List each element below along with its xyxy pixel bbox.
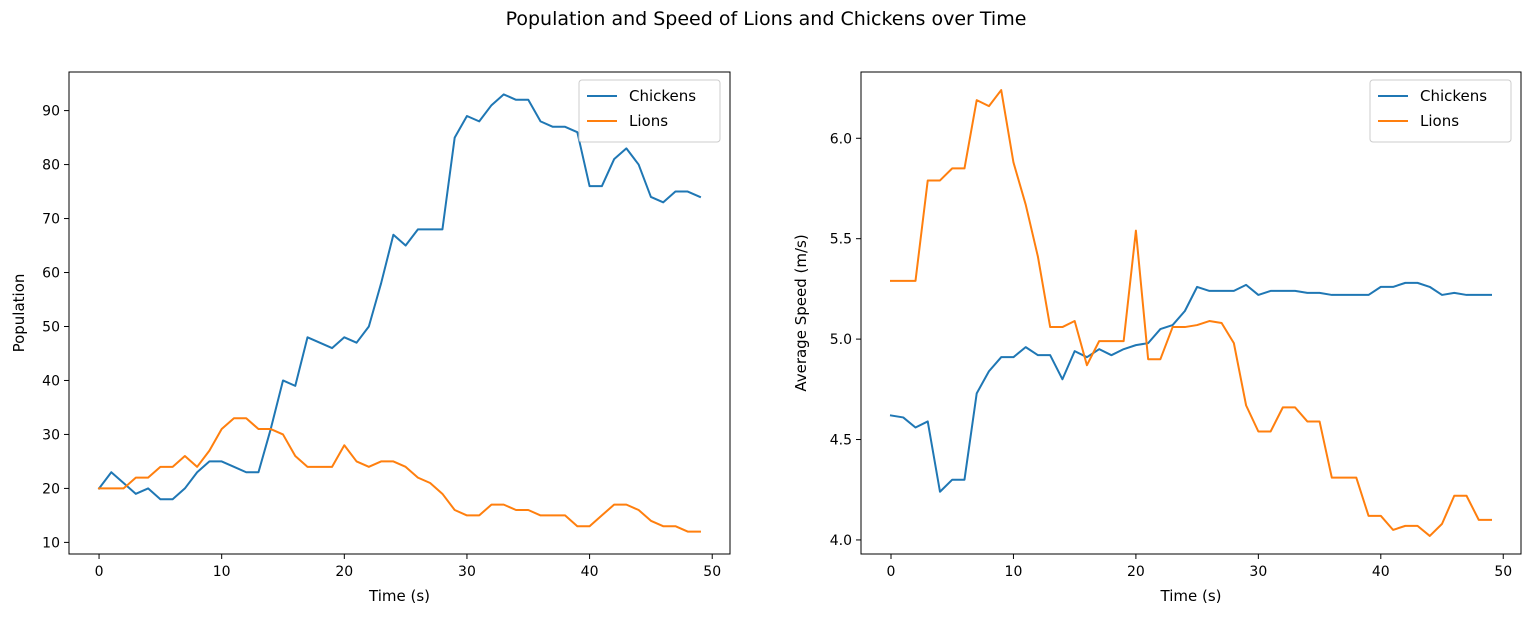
speed-legend-lions-label: Lions	[1420, 112, 1459, 130]
figure-title: Population and Speed of Lions and Chicke…	[506, 8, 1027, 30]
population-chart: 0 10 20 30 40 50 10 20 30 40 50 60 70 80 90 Time (s) Pop…	[10, 71, 731, 605]
population-y-tick-label: 90	[42, 104, 60, 120]
speed-axes-frame	[860, 71, 1522, 555]
population-y-axis-label: Population	[10, 274, 28, 353]
population-x-tick-label: 10	[213, 564, 231, 580]
population-series-chickens-line	[97, 93, 702, 501]
speed-y-axis-label: Average Speed (m/s)	[792, 234, 810, 391]
speed-x-tick-label: 50	[1494, 564, 1512, 580]
speed-series-lions-line	[890, 89, 1492, 537]
population-legend-lions-label: Lions	[629, 112, 668, 130]
speed-legend-chickens-label: Chickens	[1420, 87, 1487, 105]
speed-x-tick-label: 0	[887, 564, 896, 580]
population-y-tick-label: 60	[42, 266, 60, 282]
population-y-tick-label: 80	[42, 158, 60, 174]
population-legend: Chickens Lions	[578, 79, 721, 143]
population-y-tick-label: 70	[42, 212, 60, 228]
population-y-tick-label: 30	[42, 427, 60, 443]
speed-y-tick-label: 5.0	[830, 332, 852, 348]
population-x-tick-label: 30	[458, 564, 476, 580]
speed-y-tick-label: 4.5	[830, 433, 852, 449]
speed-x-axis-label: Time (s)	[1160, 587, 1222, 605]
population-x-tick-label: 40	[581, 564, 599, 580]
population-x-axis-label: Time (s)	[368, 587, 430, 605]
speed-x-tick-label: 40	[1372, 564, 1390, 580]
population-series-lions-line	[98, 417, 701, 533]
population-axes-frame	[68, 71, 731, 555]
speed-y-tick-label: 6.0	[830, 131, 852, 147]
speed-legend: Chickens Lions	[1369, 79, 1512, 143]
speed-x-tick-label: 10	[1005, 564, 1023, 580]
speed-chart: 0 10 20 30 40 50 4.0 4.5 5.0 5.5 6.0 Time (s) Averag…	[792, 71, 1522, 605]
population-y-tick-label: 20	[42, 481, 60, 497]
population-legend-chickens-label: Chickens	[629, 87, 696, 105]
population-y-tick-label: 50	[42, 319, 60, 335]
speed-y-tick-label: 4.0	[830, 533, 852, 549]
speed-x-tick-label: 30	[1249, 564, 1267, 580]
population-x-tick-label: 0	[95, 564, 104, 580]
population-y-tick-label: 10	[42, 535, 60, 551]
speed-y-tick-label: 5.5	[830, 232, 852, 248]
population-x-tick-label: 50	[703, 564, 721, 580]
population-y-tick-label: 40	[42, 373, 60, 389]
speed-series-chickens-line	[889, 281, 1492, 493]
population-x-tick-label: 20	[335, 564, 353, 580]
speed-x-tick-label: 20	[1127, 564, 1145, 580]
